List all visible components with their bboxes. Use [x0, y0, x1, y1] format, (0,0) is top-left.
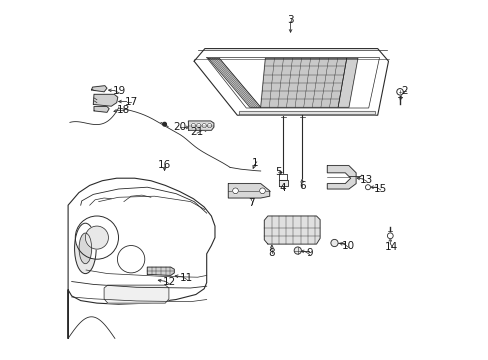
Polygon shape [279, 174, 286, 180]
Text: 21: 21 [190, 127, 203, 137]
Polygon shape [228, 184, 269, 198]
Polygon shape [93, 94, 118, 106]
Circle shape [365, 185, 370, 190]
Polygon shape [326, 166, 355, 189]
Text: 13: 13 [360, 175, 373, 185]
Polygon shape [239, 111, 374, 114]
Text: 12: 12 [163, 277, 176, 287]
Circle shape [191, 123, 195, 128]
Text: 18: 18 [117, 105, 130, 115]
Polygon shape [337, 58, 357, 107]
Circle shape [386, 233, 392, 239]
Ellipse shape [75, 223, 96, 274]
Text: 15: 15 [373, 184, 386, 194]
Circle shape [396, 89, 403, 95]
Circle shape [202, 123, 206, 128]
Text: 6: 6 [298, 181, 305, 191]
Circle shape [294, 247, 301, 254]
Circle shape [232, 188, 238, 194]
Text: 14: 14 [384, 242, 397, 252]
Polygon shape [260, 58, 346, 107]
Polygon shape [208, 58, 260, 107]
Text: 3: 3 [286, 15, 293, 25]
Circle shape [75, 216, 118, 259]
Text: 8: 8 [268, 248, 275, 258]
Polygon shape [94, 107, 109, 112]
Text: 2: 2 [401, 86, 407, 96]
Text: 20: 20 [173, 122, 186, 132]
Text: 10: 10 [341, 241, 354, 251]
Circle shape [163, 122, 166, 126]
Circle shape [207, 123, 211, 128]
Text: 17: 17 [124, 96, 138, 107]
Text: 1: 1 [251, 158, 258, 168]
Text: 5: 5 [275, 167, 282, 177]
Polygon shape [279, 180, 288, 186]
Polygon shape [104, 285, 168, 303]
Ellipse shape [79, 233, 91, 264]
Polygon shape [188, 121, 213, 130]
Polygon shape [91, 86, 107, 92]
Text: 9: 9 [305, 248, 312, 258]
Polygon shape [264, 216, 320, 244]
Text: 11: 11 [180, 273, 193, 283]
Circle shape [330, 239, 337, 247]
Circle shape [117, 246, 144, 273]
Circle shape [196, 123, 201, 128]
Text: 16: 16 [158, 159, 171, 170]
Polygon shape [68, 178, 215, 338]
Polygon shape [194, 49, 387, 115]
Text: 19: 19 [112, 86, 125, 96]
Text: 7: 7 [248, 198, 254, 208]
Circle shape [259, 188, 265, 194]
Text: 4: 4 [279, 183, 286, 193]
Circle shape [85, 226, 108, 249]
Polygon shape [147, 267, 174, 275]
